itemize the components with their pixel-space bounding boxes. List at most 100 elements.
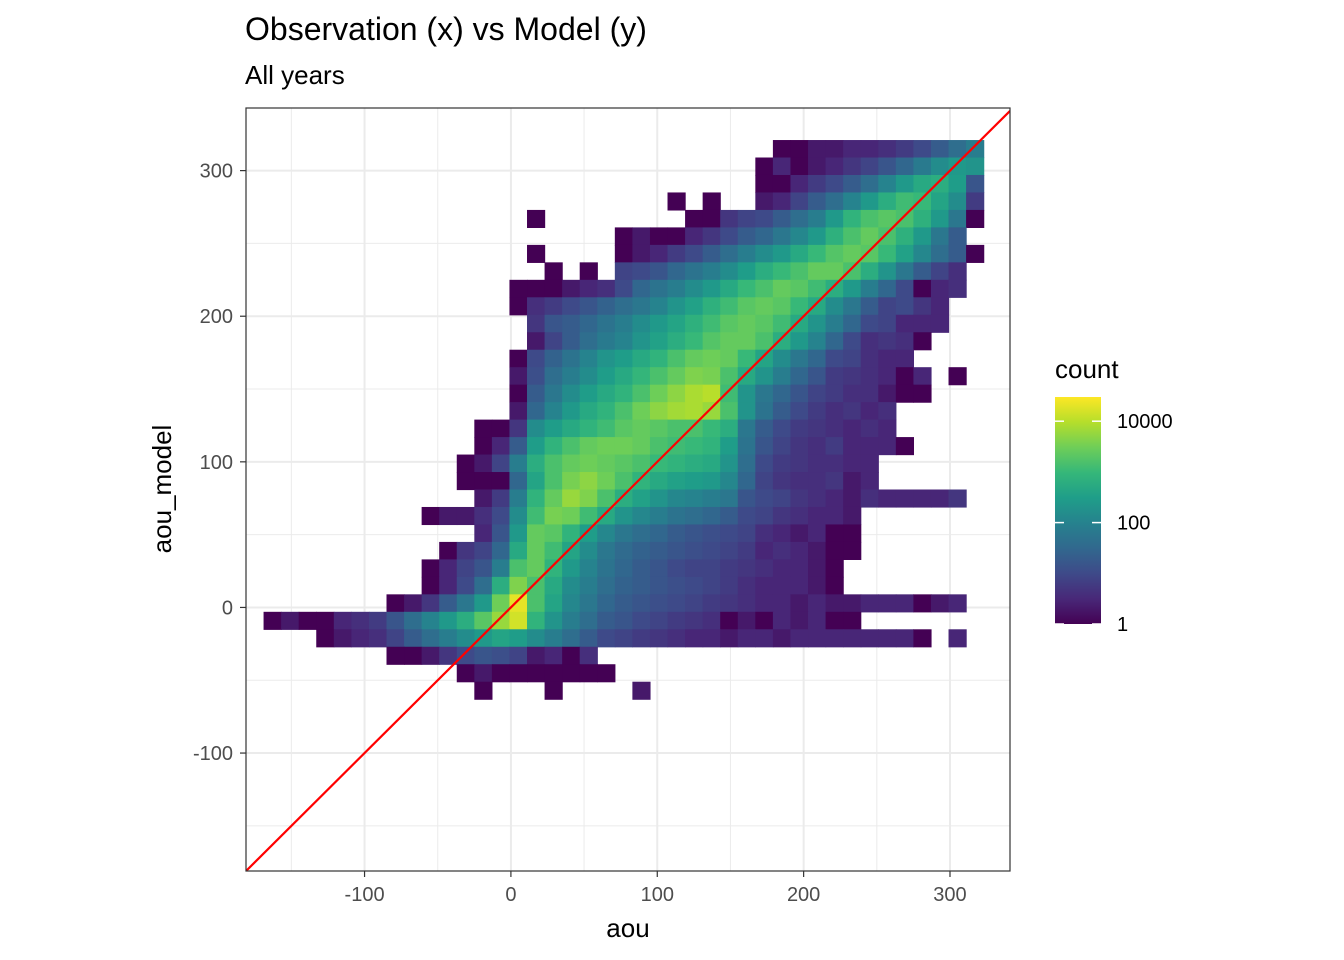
heatmap-cell xyxy=(790,384,809,403)
heatmap-cell xyxy=(632,402,651,421)
heatmap-cell xyxy=(404,611,423,630)
heatmap-cell xyxy=(843,506,862,526)
heatmap-cell xyxy=(790,576,809,595)
heatmap-cell xyxy=(720,472,739,491)
chart-subtitle: All years xyxy=(245,60,345,90)
heatmap-cell xyxy=(386,594,405,613)
heatmap-cell xyxy=(895,140,915,159)
heatmap-cell xyxy=(948,157,967,176)
heatmap-cell xyxy=(544,489,563,508)
heatmap-cell xyxy=(632,681,651,700)
heatmap-cell xyxy=(808,297,827,316)
heatmap-cell xyxy=(913,174,932,194)
heatmap-cell xyxy=(579,314,598,333)
heatmap-cell xyxy=(772,367,792,386)
colorbar xyxy=(1055,397,1101,624)
heatmap-cell xyxy=(702,611,721,630)
heatmap-cell xyxy=(825,140,844,159)
heatmap-cell xyxy=(614,489,633,508)
heatmap-cell xyxy=(843,384,862,403)
heatmap-cell xyxy=(667,629,686,648)
x-tick-label: -100 xyxy=(345,884,385,906)
heatmap-cell xyxy=(790,262,809,281)
heatmap-cell xyxy=(808,629,827,648)
heatmap-cell xyxy=(825,349,844,368)
heatmap-cell xyxy=(825,227,844,246)
heatmap-cell xyxy=(544,454,563,473)
heatmap-cell xyxy=(368,629,388,648)
heatmap-cell xyxy=(737,262,756,281)
heatmap-cell xyxy=(720,506,739,526)
heatmap-cell xyxy=(772,244,792,263)
heatmap-cell xyxy=(562,472,581,491)
heatmap-cell xyxy=(930,244,950,263)
heatmap-cell xyxy=(843,279,862,298)
heatmap-cell xyxy=(843,314,862,333)
heatmap-cell xyxy=(667,576,686,595)
heatmap-cell xyxy=(456,594,475,613)
heatmap-cell xyxy=(685,244,704,263)
heatmap-cell xyxy=(649,541,669,560)
heatmap-cell xyxy=(579,332,598,351)
heatmap-cell xyxy=(667,472,686,491)
heatmap-cell xyxy=(632,541,651,560)
heatmap-cell xyxy=(474,664,493,683)
heatmap-cell xyxy=(913,332,932,351)
heatmap-cell xyxy=(790,349,809,368)
heatmap-cell xyxy=(930,314,950,333)
heatmap-cell xyxy=(702,629,721,648)
heatmap-cell xyxy=(404,646,423,665)
heatmap-cell xyxy=(825,297,844,316)
heatmap-cell xyxy=(597,402,616,421)
heatmap-cell xyxy=(895,157,915,176)
heatmap-cell xyxy=(632,576,651,595)
heatmap-cell xyxy=(843,489,862,508)
x-axis-label: aou xyxy=(606,913,649,943)
heatmap-cell xyxy=(808,524,827,543)
heatmap-cell xyxy=(825,244,844,263)
heatmap-cell xyxy=(720,454,739,473)
heatmap-cell xyxy=(685,279,704,298)
y-tick-label: 300 xyxy=(200,161,233,183)
heatmap-cell xyxy=(597,524,616,543)
heatmap-cell xyxy=(597,314,616,333)
heatmap-cell xyxy=(597,332,616,351)
heatmap-cell xyxy=(772,402,792,421)
heatmap-cell xyxy=(579,262,598,281)
heatmap-cell xyxy=(930,192,950,211)
heatmap-cell xyxy=(737,402,756,421)
heatmap-cell xyxy=(649,559,669,578)
heatmap-cell xyxy=(755,576,774,595)
heatmap-cell xyxy=(509,437,528,456)
heatmap-cell xyxy=(895,332,915,351)
heatmap-cell xyxy=(509,664,528,683)
heatmap-cell xyxy=(843,192,862,211)
heatmap-cell xyxy=(351,611,370,630)
heatmap-cell xyxy=(878,402,897,421)
heatmap-cell xyxy=(702,384,721,403)
legend: count 1 100 10000 xyxy=(1055,354,1173,636)
heatmap-cell xyxy=(966,244,985,263)
heatmap-cell xyxy=(702,541,721,560)
heatmap-cell xyxy=(755,419,774,438)
heatmap-cell xyxy=(808,227,827,246)
heatmap-cell xyxy=(579,489,598,508)
heatmap-cell xyxy=(527,279,546,298)
heatmap-cell xyxy=(491,489,511,508)
heatmap-cell xyxy=(895,244,915,263)
heatmap-cell xyxy=(579,279,598,298)
heatmap-cell xyxy=(544,419,563,438)
heatmap-cell xyxy=(720,367,739,386)
heatmap-cell xyxy=(614,506,633,526)
heatmap-cell xyxy=(562,646,581,665)
heatmap-cell xyxy=(878,314,897,333)
heatmap-cell xyxy=(930,227,950,246)
heatmap-cell xyxy=(404,594,423,613)
heatmap-cell xyxy=(685,349,704,368)
heatmap-cell xyxy=(737,454,756,473)
heatmap-cell xyxy=(860,349,879,368)
heatmap-cell xyxy=(702,472,721,491)
heatmap-cell xyxy=(702,419,721,438)
heatmap-cell xyxy=(790,489,809,508)
heatmap-cell xyxy=(667,611,686,630)
